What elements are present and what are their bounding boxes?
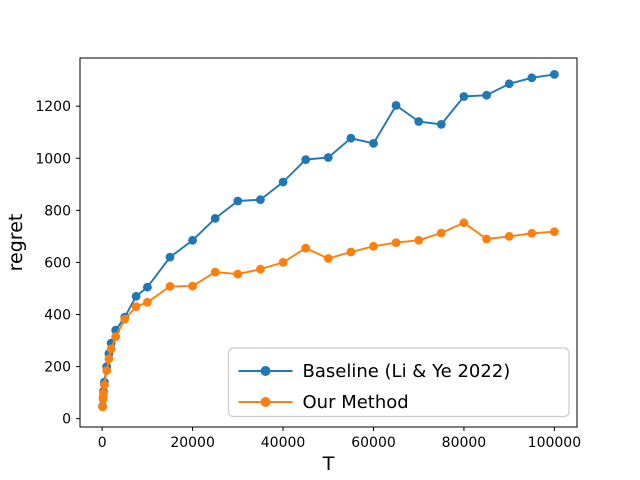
- our-method-series-marker: [100, 380, 109, 390]
- y-tick-label: 200: [44, 360, 71, 376]
- our-method-series-marker: [210, 267, 220, 277]
- x-axis-label: T: [322, 453, 335, 475]
- our-method-series-marker: [98, 402, 107, 412]
- legend-marker-sample: [260, 397, 271, 407]
- our-method-series-marker: [104, 354, 114, 364]
- our-method-series-marker: [102, 366, 112, 375]
- our-method-series-marker: [391, 238, 401, 248]
- baseline-series-marker: [391, 101, 401, 110]
- baseline-series-marker: [527, 73, 537, 83]
- our-method-series-marker: [256, 264, 265, 274]
- baseline-series-marker: [131, 291, 141, 301]
- y-tick-label: 1200: [35, 99, 71, 115]
- our-method-series-marker: [504, 232, 514, 241]
- legend-entry-label: Baseline (Li & Ye 2022): [303, 361, 511, 382]
- our-method-series-marker: [527, 228, 537, 238]
- legend-entry-label: Our Method: [303, 392, 409, 413]
- baseline-series-marker: [210, 214, 220, 223]
- baseline-series-marker: [550, 70, 559, 79]
- baseline-series-marker: [323, 153, 333, 162]
- baseline-series-marker: [436, 120, 446, 129]
- baseline-series-marker: [482, 90, 491, 100]
- baseline-series-marker: [143, 282, 152, 292]
- y-tick-label: 600: [44, 255, 71, 271]
- x-tick-label: 40000: [261, 435, 306, 451]
- our-method-series-marker: [323, 254, 333, 263]
- baseline-series-marker: [188, 235, 198, 245]
- our-method-series-marker: [482, 234, 491, 244]
- baseline-series-marker: [346, 133, 356, 143]
- our-method-series-marker: [143, 297, 152, 307]
- our-method-series-marker: [99, 388, 108, 398]
- y-tick-label: 400: [44, 308, 71, 324]
- our-method-series-marker: [120, 314, 130, 324]
- y-tick-label: 0: [62, 412, 71, 428]
- y-tick-label: 1000: [35, 151, 71, 167]
- x-tick-label: 0: [98, 435, 107, 451]
- our-method-series-marker: [165, 282, 175, 291]
- our-method-series-marker: [550, 227, 559, 237]
- baseline-series-marker: [459, 92, 469, 101]
- our-method-series-marker: [233, 269, 243, 279]
- our-method-series-marker: [436, 228, 446, 238]
- x-tick-label: 60000: [351, 435, 396, 451]
- our-method-series-marker: [188, 281, 198, 291]
- our-method-series-marker: [369, 241, 378, 251]
- baseline-series-marker: [278, 177, 288, 187]
- our-method-series-marker: [111, 332, 121, 341]
- our-method-series-marker: [301, 243, 311, 253]
- baseline-series-marker: [165, 252, 175, 262]
- our-method-series-marker: [278, 258, 288, 267]
- x-tick-label: 20000: [170, 435, 215, 451]
- baseline-series-marker: [256, 195, 265, 205]
- our-method-series-marker: [414, 235, 424, 245]
- baseline-series-marker: [233, 196, 243, 206]
- baseline-series-marker: [301, 155, 311, 165]
- baseline-series-marker: [369, 139, 378, 148]
- baseline-series-marker: [504, 79, 514, 89]
- y-tick-label: 800: [44, 203, 71, 219]
- x-tick-label: 80000: [442, 435, 487, 451]
- legend-box: [227, 347, 570, 418]
- our-method-series-marker: [131, 302, 141, 312]
- our-method-series-marker: [106, 344, 116, 354]
- baseline-series-marker: [414, 117, 424, 126]
- legend-marker-sample: [260, 366, 271, 376]
- x-tick-label: 100000: [528, 435, 581, 451]
- our-method-series-marker: [346, 247, 356, 257]
- y-axis-label: regret: [5, 214, 27, 272]
- our-method-series-marker: [459, 218, 469, 228]
